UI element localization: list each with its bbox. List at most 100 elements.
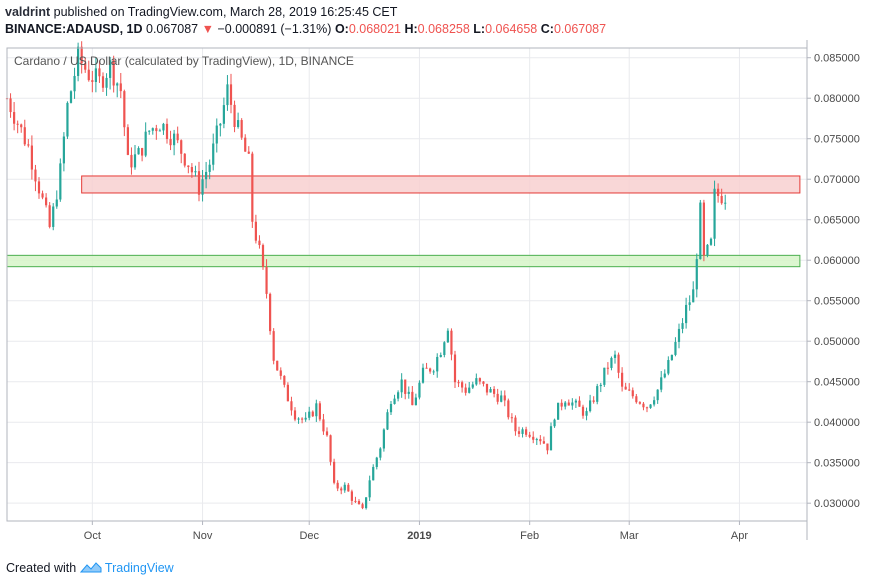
candle-up [368, 475, 371, 501]
price-tick-label: 0.055000 [814, 296, 860, 308]
candle-body [450, 330, 453, 355]
candle-up [237, 112, 240, 129]
candle-down [450, 328, 453, 361]
candle-body [653, 400, 656, 405]
candle-up [148, 130, 151, 135]
candle-body [628, 389, 631, 391]
candle-body [301, 418, 304, 420]
high-label: H: [404, 22, 418, 36]
candle-body [702, 202, 705, 256]
candle-up [699, 199, 702, 260]
candle-up [670, 354, 673, 361]
time-tick-label: 2019 [407, 530, 431, 542]
candle-up [389, 400, 393, 415]
resistance-zone [81, 175, 801, 194]
candle-body [141, 148, 144, 156]
candle-body [133, 154, 137, 168]
candle-up [489, 386, 492, 393]
candle-down [542, 436, 545, 445]
candle-body [45, 197, 48, 206]
candle-body [589, 400, 592, 412]
candle-body [493, 389, 496, 394]
price-tick-label: 0.050000 [814, 336, 860, 348]
candle-down [41, 190, 44, 200]
candle-up [610, 356, 613, 371]
candle-up [468, 382, 471, 394]
candle-down [240, 118, 243, 140]
candle-down [539, 435, 542, 445]
candle-down [286, 382, 289, 402]
candle-body [9, 98, 12, 113]
candle-body [663, 373, 666, 378]
candle-body [724, 202, 727, 204]
candle-body [336, 482, 339, 489]
candle-body [173, 133, 176, 146]
candle-down [20, 123, 23, 133]
candle-body [325, 431, 329, 436]
grid [7, 48, 807, 521]
candle-body [190, 167, 193, 173]
candle-body [660, 377, 663, 390]
candle-down [190, 163, 193, 178]
candle-up [151, 127, 154, 135]
candle-down [176, 126, 179, 144]
low-value: 0.064658 [485, 22, 538, 36]
candle-body [16, 123, 19, 125]
candle-down [507, 398, 510, 420]
candle-down [183, 153, 186, 168]
candle-down [123, 89, 126, 137]
candle-down [130, 147, 133, 175]
candle-body [208, 164, 211, 172]
time-axis[interactable]: Oct Nov Dec 2019 Feb Mar Apr [84, 521, 749, 542]
candle-up [208, 159, 211, 180]
candle-body [464, 387, 467, 393]
candle-body [539, 439, 542, 442]
candle-up [695, 253, 698, 298]
candle-down [517, 426, 521, 438]
candle-up [55, 190, 58, 209]
candle-body [162, 123, 165, 131]
candle-body [571, 402, 574, 406]
candle-body [109, 60, 112, 78]
candle-up [382, 428, 385, 452]
candle-body [279, 370, 282, 376]
candle-up [73, 67, 76, 99]
candle-body [219, 123, 222, 126]
author-name[interactable]: valdrint [5, 5, 51, 19]
candle-up [599, 382, 602, 393]
candle-down [258, 235, 261, 249]
price-tick-label: 0.045000 [814, 377, 860, 389]
candle-up [674, 337, 677, 357]
candle-down [265, 259, 268, 299]
candle-up [549, 422, 553, 451]
candle-down [37, 177, 41, 199]
candle-down [496, 388, 499, 405]
candle-up [656, 389, 659, 404]
candle-body [66, 102, 69, 137]
footer: Created with TradingView [6, 561, 174, 575]
candle-body [386, 412, 389, 430]
created-with-text: Created with [6, 561, 77, 575]
time-tick-label: Mar [620, 530, 639, 542]
candle-up [400, 373, 403, 398]
tradingview-brand[interactable]: TradingView [104, 561, 174, 575]
candle-body [500, 395, 503, 402]
candle-body [617, 354, 620, 373]
candle-body [368, 480, 371, 498]
candle-up [59, 158, 62, 202]
candle-body [393, 398, 396, 404]
candle-body [169, 139, 172, 146]
candle-up [414, 393, 417, 406]
price-tick-label: 0.060000 [814, 255, 860, 267]
candle-down [251, 151, 254, 228]
candle-body [546, 443, 549, 451]
candle-down [485, 383, 489, 396]
candle-body [532, 436, 535, 440]
candle-down [283, 375, 286, 388]
candle-down [493, 386, 496, 398]
candle-down [272, 328, 275, 365]
price-axis[interactable]: 0.030000 0.035000 0.040000 0.045000 0.050000… [807, 53, 860, 510]
candle-down [478, 377, 481, 385]
candle-down [350, 489, 353, 505]
